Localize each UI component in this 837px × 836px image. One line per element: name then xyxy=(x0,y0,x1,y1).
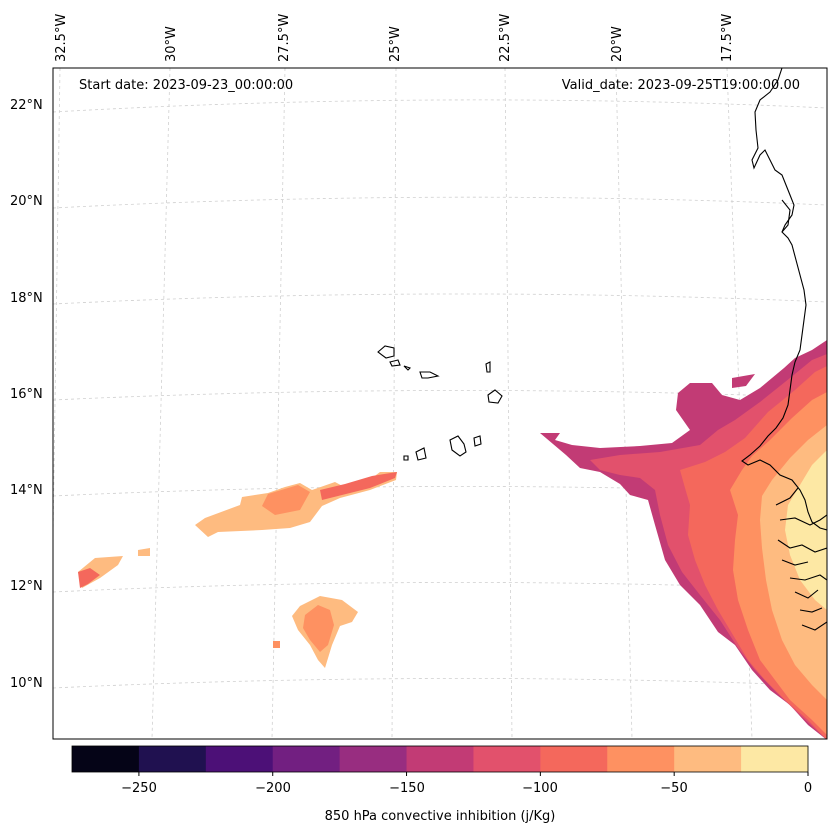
contour-patch-west-rim xyxy=(320,472,397,500)
lat-label-12n: 12°N xyxy=(10,579,43,594)
contour-patch-west-inner xyxy=(262,485,310,515)
lon-label-25w: 25°W xyxy=(388,26,403,62)
colorbar-cell xyxy=(674,746,742,772)
colorbar-tick-label: −100 xyxy=(522,781,558,796)
colorbar-tick-label: −50 xyxy=(660,781,688,796)
colorbar-cell xyxy=(72,746,140,772)
colorbar-label: 850 hPa convective inhibition (j/Kg) xyxy=(324,809,556,824)
start-date-label: Start date: 2023-09-23_00:00:00 xyxy=(79,78,294,93)
cin-contours xyxy=(78,340,827,739)
colorbar-tick-label: −150 xyxy=(389,781,425,796)
colorbar-cell xyxy=(205,746,274,772)
map-frame xyxy=(52,67,828,740)
colorbar-cell xyxy=(406,746,474,772)
colorbar-cell xyxy=(540,746,608,772)
lon-label-30w: 30°W xyxy=(164,26,179,62)
contour-patch-small xyxy=(138,548,150,556)
colorbar-tick-label: −200 xyxy=(255,781,291,796)
contour-patch-farwest-core xyxy=(78,568,100,588)
lon-label-22-5w: 22.5°W xyxy=(498,13,513,62)
colorbar-cell xyxy=(473,746,541,772)
colorbar-cell xyxy=(741,746,809,772)
coastlines xyxy=(377,68,827,631)
contour-east-pale xyxy=(785,450,827,610)
contour-east-outer-b xyxy=(732,374,755,388)
lon-label-20w: 20°W xyxy=(610,26,625,62)
colorbar-cell xyxy=(138,746,207,772)
colorbar-tick-label: 0 xyxy=(803,781,813,796)
colorbar-ticks xyxy=(138,772,809,776)
lat-label-22n: 22°N xyxy=(10,98,43,113)
valid-date-label: Valid_date: 2023-09-25T19:00:00.00 xyxy=(561,78,800,93)
contour-patch-tiny xyxy=(273,641,280,648)
lat-label-18n: 18°N xyxy=(10,291,43,306)
lon-label-32-5w: 32.5°W xyxy=(54,13,69,62)
colorbar-cell xyxy=(272,746,341,772)
colorbar-tick-label: −250 xyxy=(121,781,157,796)
lon-label-17-5w: 17.5°W xyxy=(720,13,735,62)
lat-label-10n: 10°N xyxy=(10,676,43,691)
lat-label-20n: 20°N xyxy=(10,194,43,209)
colorbar-cell xyxy=(339,746,408,772)
contour-patch-south-core xyxy=(303,605,334,652)
colorbar-cell xyxy=(607,746,675,772)
lat-label-16n: 16°N xyxy=(10,387,43,402)
lon-label-27-5w: 27.5°W xyxy=(277,13,292,62)
colorbar xyxy=(72,746,809,772)
colorbar-frame xyxy=(71,745,809,773)
lat-label-14n: 14°N xyxy=(10,483,43,498)
